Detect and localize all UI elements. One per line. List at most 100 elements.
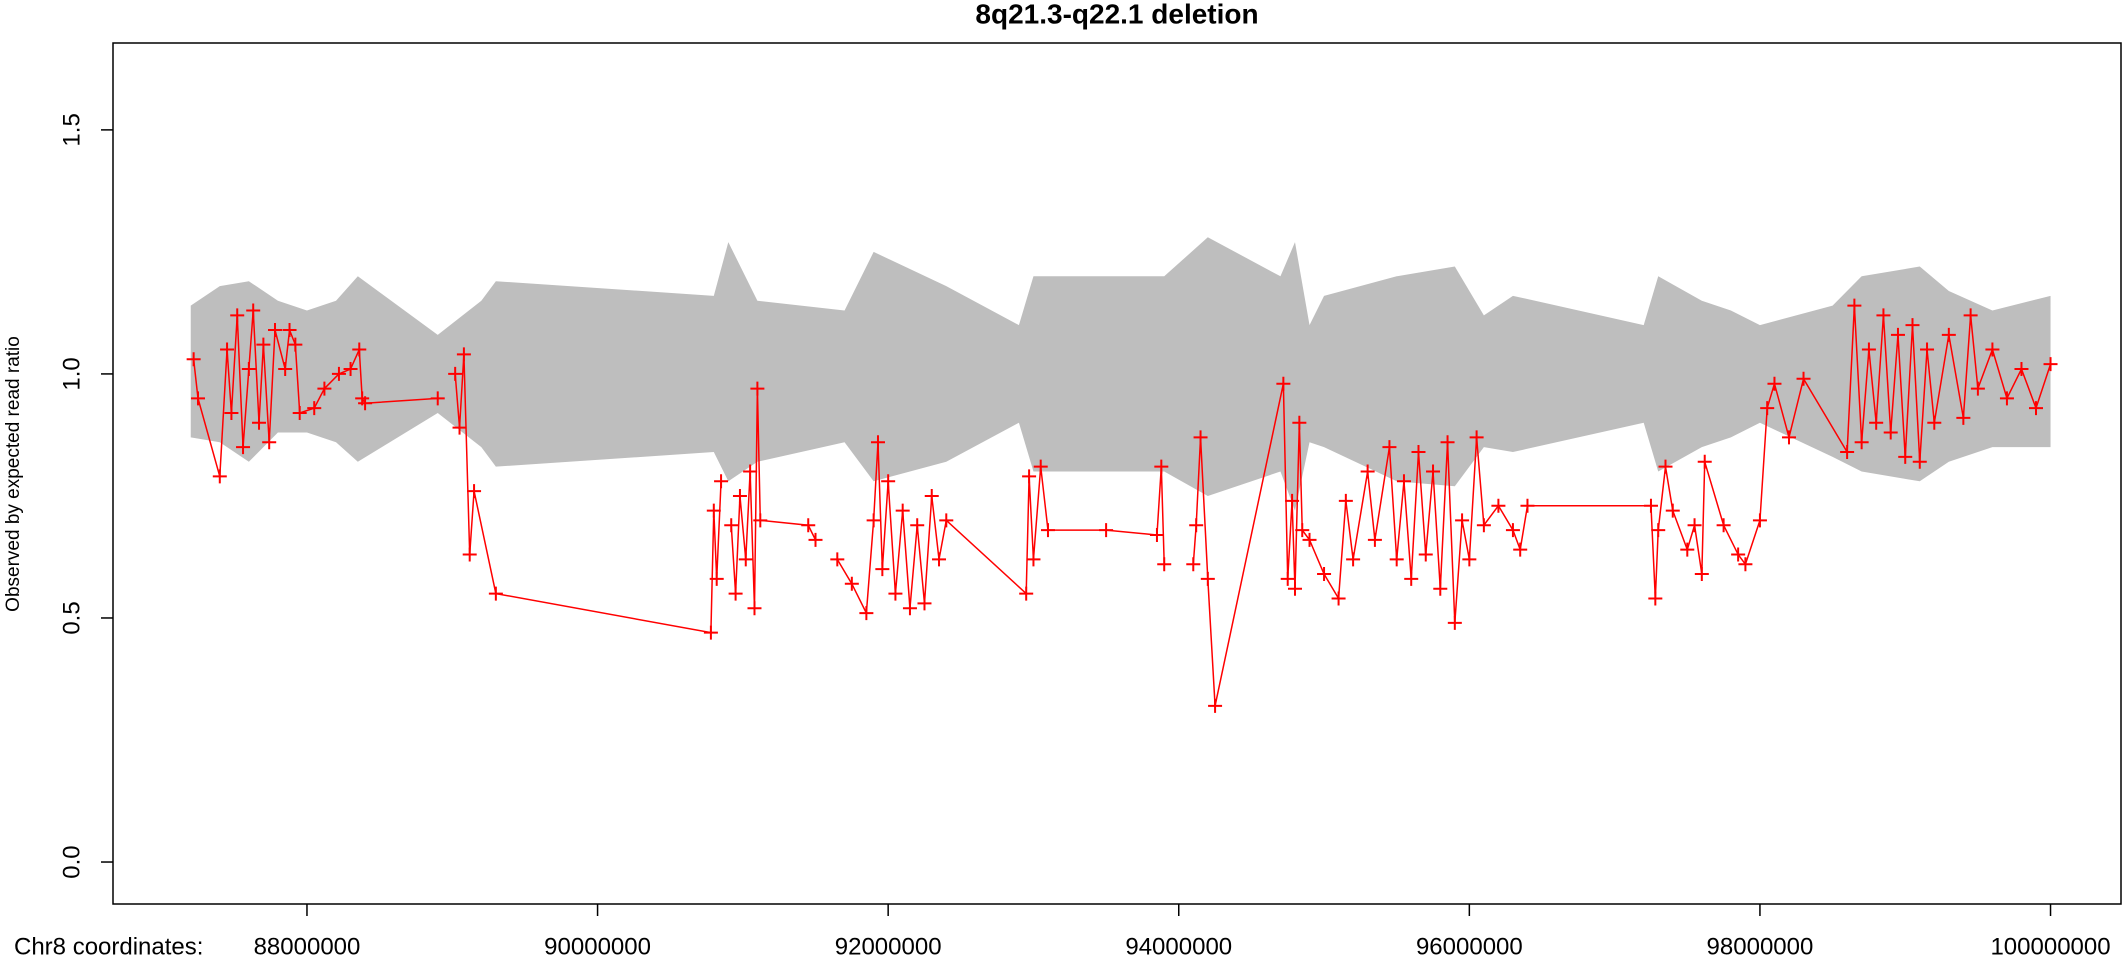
x-axis-label: Chr8 coordinates: <box>14 933 203 960</box>
point-marker <box>728 586 743 601</box>
point-marker <box>844 576 859 591</box>
point-marker <box>292 405 307 420</box>
point-marker <box>1360 464 1375 479</box>
point-marker <box>1665 503 1680 518</box>
point-marker <box>278 362 293 377</box>
point-marker <box>1847 298 1862 313</box>
point-marker <box>456 347 471 362</box>
point-marker <box>452 420 467 435</box>
point-marker <box>1760 401 1775 416</box>
point-marker <box>859 606 874 621</box>
point-marker <box>1411 445 1426 460</box>
point-marker <box>801 518 816 533</box>
point-marker <box>343 362 358 377</box>
point-marker <box>448 366 463 381</box>
point-marker <box>1367 532 1382 547</box>
point-marker <box>1476 518 1491 533</box>
point-marker <box>1295 523 1310 538</box>
point-marker <box>703 625 718 640</box>
point-marker <box>1287 581 1302 596</box>
point-marker <box>1716 518 1731 533</box>
point-marker <box>1643 498 1658 513</box>
point-marker <box>317 381 332 396</box>
point-marker <box>1157 557 1172 572</box>
point-marker <box>2014 362 2029 377</box>
point-marker <box>1462 552 1477 567</box>
point-marker <box>488 586 503 601</box>
point-marker <box>1491 498 1506 513</box>
point-marker <box>236 440 251 455</box>
point-marker <box>1898 449 1913 464</box>
point-marker <box>190 391 205 406</box>
point-marker <box>352 342 367 357</box>
y-tick-label: 1.0 <box>58 357 85 390</box>
point-marker <box>1505 523 1520 538</box>
point-marker <box>939 513 954 528</box>
x-tick-label: 96000000 <box>1416 933 1523 960</box>
point-marker <box>2029 401 2043 416</box>
point-marker <box>230 308 245 323</box>
point-marker <box>1920 342 1935 357</box>
point-marker <box>870 435 885 450</box>
y-axis-label: Observed by expected read ratio <box>3 336 24 612</box>
point-marker <box>212 469 227 484</box>
point-marker <box>358 396 373 411</box>
y-tick-label: 0.0 <box>58 845 85 878</box>
point-marker <box>902 601 917 616</box>
point-marker <box>1840 445 1855 460</box>
point-marker <box>932 552 947 567</box>
point-marker <box>1317 567 1332 582</box>
point-marker <box>252 415 267 430</box>
point-marker <box>1276 376 1291 391</box>
x-tick-label: 92000000 <box>835 933 942 960</box>
point-marker <box>1099 523 1114 538</box>
point-marker <box>1285 493 1300 508</box>
point-marker <box>1193 430 1208 445</box>
point-marker <box>1694 567 1709 582</box>
point-marker <box>1520 498 1535 513</box>
point-marker <box>1782 430 1796 445</box>
y-tick-label: 0.5 <box>58 601 85 634</box>
point-marker <box>1869 415 1884 430</box>
point-marker <box>1767 376 1782 391</box>
point-marker <box>1941 327 1956 342</box>
point-marker <box>714 474 729 489</box>
point-marker <box>724 518 739 533</box>
point-marker <box>220 342 235 357</box>
point-marker <box>1026 552 1041 567</box>
point-marker <box>1022 469 1037 484</box>
point-marker <box>1455 513 1470 528</box>
point-marker <box>750 381 765 396</box>
point-marker <box>1956 410 1971 425</box>
point-marker <box>462 547 477 562</box>
point-marker <box>1149 528 1164 542</box>
point-marker <box>1738 557 1753 572</box>
point-marker <box>1513 542 1528 557</box>
point-marker <box>1963 308 1978 323</box>
point-marker <box>224 405 239 420</box>
point-marker <box>1033 459 1048 474</box>
x-tick-label: 100000000 <box>1990 933 2110 960</box>
point-marker <box>1648 591 1663 606</box>
point-marker <box>1389 552 1404 567</box>
point-marker <box>1302 532 1317 547</box>
x-tick-label: 90000000 <box>544 933 651 960</box>
point-marker <box>1876 308 1891 323</box>
x-tick-label: 98000000 <box>1707 933 1814 960</box>
point-marker <box>1731 547 1746 562</box>
point-marker <box>1338 493 1353 508</box>
point-marker <box>881 474 896 489</box>
point-marker <box>246 303 261 318</box>
point-marker <box>753 513 768 528</box>
point-marker <box>706 503 721 518</box>
point-marker <box>1346 552 1361 567</box>
point-marker <box>888 586 903 601</box>
point-marker <box>307 401 322 416</box>
point-marker <box>1912 454 1927 469</box>
point-marker <box>241 362 256 377</box>
point-marker <box>1883 425 1898 440</box>
point-marker <box>738 552 753 567</box>
point-marker <box>331 366 346 381</box>
point-marker <box>2043 357 2058 372</box>
